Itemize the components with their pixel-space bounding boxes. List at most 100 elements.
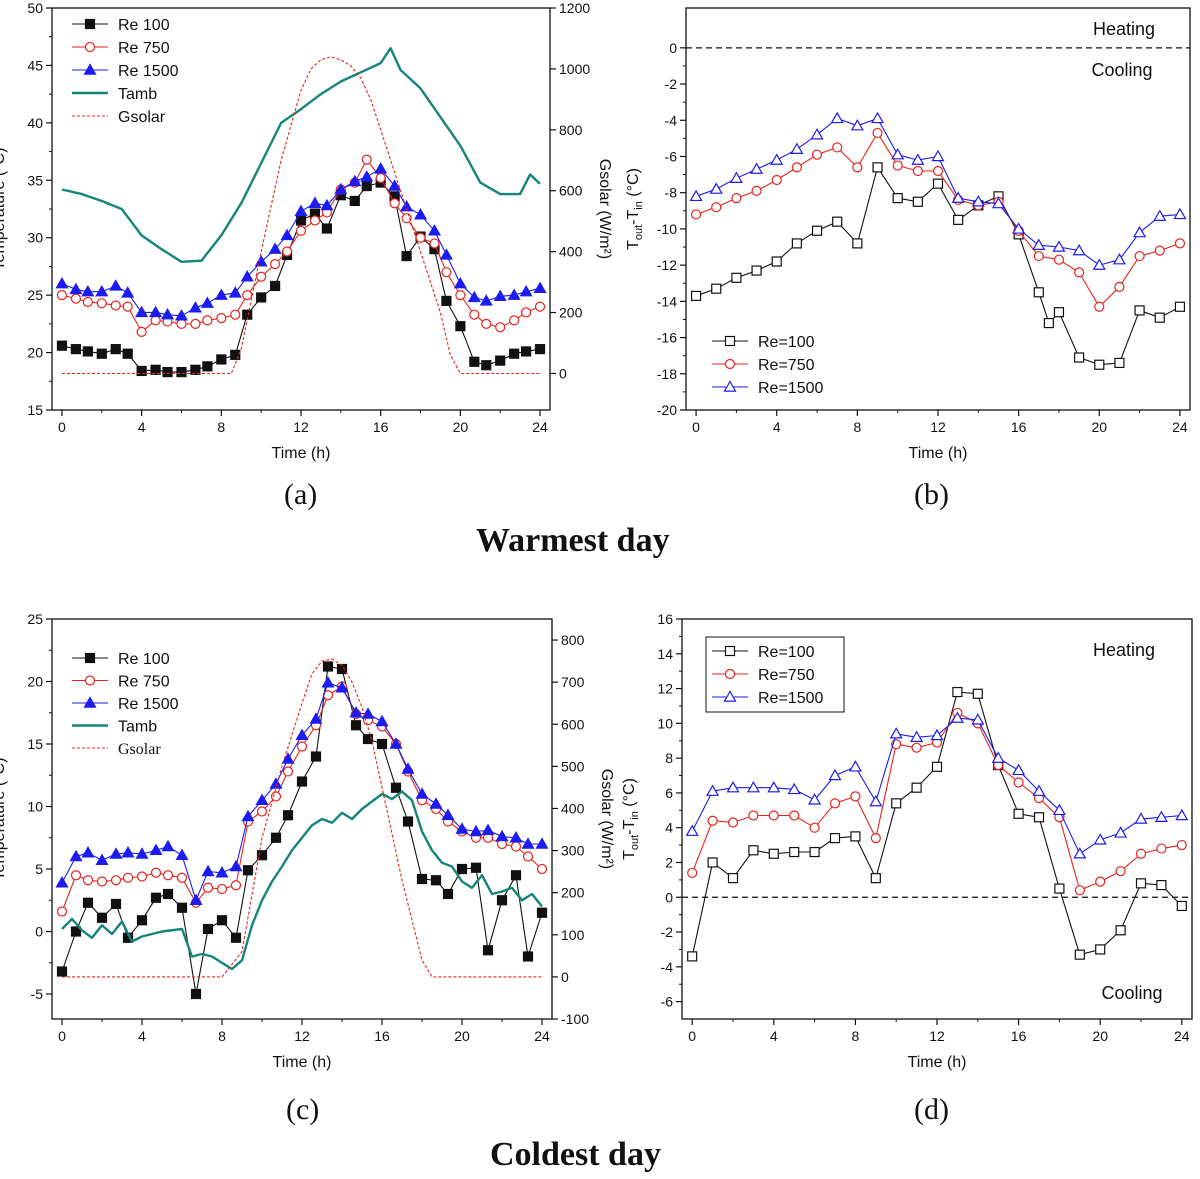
y-axis-title: Temperature (°C) — [0, 148, 8, 271]
data-point-re-100 — [1115, 925, 1126, 936]
y2-tick-label: 700 — [561, 674, 585, 690]
data-point-re-100 — [350, 720, 362, 731]
data-point-re-100 — [1156, 879, 1167, 891]
data-point-re-1500 — [214, 288, 228, 300]
data-point-re-1500 — [121, 286, 135, 298]
x-tick-label: 24 — [532, 419, 548, 435]
x-tick-label: 12 — [294, 1028, 310, 1044]
data-point-re-750 — [1176, 839, 1187, 851]
data-point-re-1500 — [441, 808, 455, 820]
y-tick-label: -12 — [657, 257, 677, 273]
x-tick-label: 20 — [454, 1028, 470, 1044]
x-tick-label: 16 — [1011, 419, 1027, 435]
legend-marker-re-750 — [724, 668, 736, 680]
data-point-re-1500 — [467, 290, 481, 303]
data-point-re-1500 — [280, 228, 294, 241]
data-point-re-750 — [1154, 245, 1165, 256]
legend-label-re-750: Re=750 — [758, 667, 815, 684]
data-point-re-1500 — [81, 846, 95, 858]
data-point-re-1500 — [95, 853, 109, 865]
data-point-re-100 — [510, 870, 522, 881]
data-point-re-1500 — [308, 196, 322, 208]
chart-panel-c: 0 4 8 12 16 20 24 -5 0 5 10 15 20 25 -100 0 100 200 300 400… — [0, 611, 615, 1071]
legend-label-tamb: Tamb — [118, 719, 157, 736]
data-point-re-1500 — [787, 782, 801, 795]
data-point-re-750 — [1013, 777, 1024, 788]
y-axis-title: Tout-Tin (°C) — [621, 778, 641, 860]
y-tick-label: -6 — [661, 994, 674, 1010]
series-line-gsolar — [62, 658, 542, 978]
y-tick-label: -14 — [657, 293, 677, 309]
data-point-re-100 — [216, 354, 227, 365]
data-point-re-100 — [852, 238, 863, 249]
y-tick-label: 0 — [669, 40, 677, 56]
y-tick-label: 14 — [657, 646, 673, 662]
y-axis-title-subscript: out — [629, 835, 641, 850]
data-point-re-750 — [361, 154, 372, 165]
y-axis-title-subscript: in — [633, 201, 645, 210]
data-point-re-1500 — [241, 809, 255, 822]
data-point-re-1500 — [321, 676, 335, 688]
data-point-re-1500 — [479, 294, 493, 306]
y-tick-label: -10 — [657, 221, 677, 237]
data-point-re-1500 — [455, 822, 469, 834]
y-tick-label: 12 — [657, 681, 673, 697]
y-tick-label: 0 — [35, 924, 43, 940]
data-point-re-750 — [690, 209, 702, 220]
legend-marker-re-750 — [84, 41, 96, 53]
data-point-re-100 — [390, 782, 402, 793]
data-point-re-100 — [96, 912, 108, 923]
data-point-re-1500 — [1112, 252, 1126, 265]
data-point-re-750 — [309, 215, 321, 226]
data-point-re-1500 — [149, 305, 163, 318]
x-axis-title: Time (h) — [909, 445, 968, 462]
data-point-re-1500 — [161, 307, 175, 320]
data-point-re-1500 — [971, 713, 985, 725]
data-point-re-750 — [1174, 238, 1186, 249]
data-point-re-1500 — [375, 714, 389, 727]
legend-marker-re-1500 — [723, 380, 737, 392]
data-point-re-1500 — [269, 777, 283, 789]
data-point-re-100 — [953, 214, 964, 225]
x-tick-label: 16 — [1011, 1028, 1027, 1044]
data-point-re-100 — [952, 686, 963, 698]
data-point-re-750 — [82, 296, 93, 308]
data-point-re-1500 — [1154, 810, 1168, 822]
legend-marker-re-1500 — [83, 63, 97, 75]
data-point-re-1500 — [228, 286, 242, 298]
data-point-re-750 — [216, 883, 228, 895]
legend-marker-re-100 — [724, 645, 736, 657]
y2-tick-label: 600 — [559, 183, 583, 199]
data-point-re-750 — [1134, 250, 1145, 262]
y-tick-label: 25 — [27, 611, 43, 627]
y2-tick-label: 800 — [561, 632, 585, 648]
data-point-re-1500 — [889, 727, 903, 739]
data-point-re-100 — [416, 873, 428, 885]
data-point-re-750 — [832, 142, 843, 153]
data-point-re-100 — [230, 349, 241, 360]
y2-tick-label: 500 — [561, 758, 585, 774]
data-point-re-100 — [771, 256, 782, 267]
y-tick-label: -20 — [657, 402, 677, 418]
data-point-re-100 — [322, 661, 334, 672]
data-point-re-1500 — [95, 284, 109, 297]
data-point-re-100 — [509, 348, 520, 359]
data-point-re-750 — [1053, 254, 1065, 265]
data-point-re-750 — [216, 313, 227, 324]
data-point-re-1500 — [149, 843, 163, 855]
data-point-re-100 — [1135, 878, 1147, 889]
data-point-re-100 — [56, 340, 68, 351]
data-point-re-1500 — [81, 284, 95, 297]
data-point-re-100 — [1033, 287, 1044, 298]
data-point-re-1500 — [931, 149, 945, 162]
data-point-re-100 — [791, 238, 802, 249]
data-point-re-1500 — [971, 195, 985, 207]
y-tick-label: 20 — [27, 345, 43, 361]
y2-tick-label: 0 — [561, 969, 569, 985]
data-point-re-1500 — [413, 208, 428, 220]
data-point-re-100 — [321, 223, 332, 234]
data-point-re-1500 — [401, 762, 415, 774]
data-point-re-100 — [150, 364, 161, 375]
data-point-re-1500 — [1175, 808, 1189, 821]
